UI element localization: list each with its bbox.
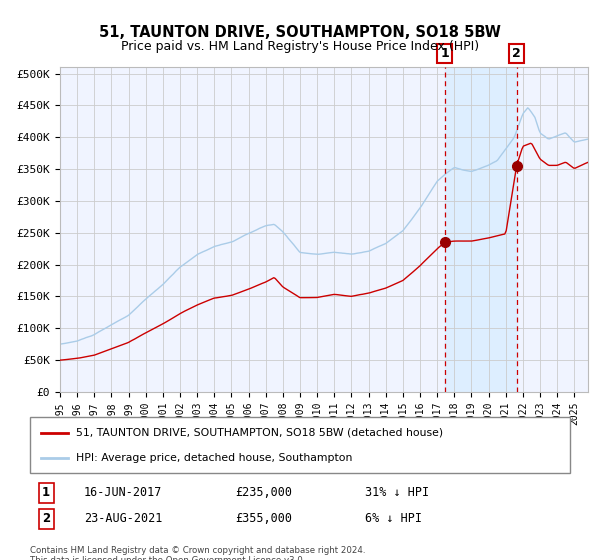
Text: 16-JUN-2017: 16-JUN-2017 (84, 487, 163, 500)
Text: 31% ↓ HPI: 31% ↓ HPI (365, 487, 429, 500)
Text: Price paid vs. HM Land Registry's House Price Index (HPI): Price paid vs. HM Land Registry's House … (121, 40, 479, 53)
Text: 23-AUG-2021: 23-AUG-2021 (84, 512, 163, 525)
Text: £235,000: £235,000 (235, 487, 292, 500)
Text: Contains HM Land Registry data © Crown copyright and database right 2024.
This d: Contains HM Land Registry data © Crown c… (30, 546, 365, 560)
FancyBboxPatch shape (30, 417, 570, 473)
Text: 1: 1 (440, 47, 449, 60)
Text: 6% ↓ HPI: 6% ↓ HPI (365, 512, 422, 525)
Text: 1: 1 (42, 487, 50, 500)
Text: 51, TAUNTON DRIVE, SOUTHAMPTON, SO18 5BW (detached house): 51, TAUNTON DRIVE, SOUTHAMPTON, SO18 5BW… (76, 428, 443, 438)
Text: HPI: Average price, detached house, Southampton: HPI: Average price, detached house, Sout… (76, 452, 352, 463)
Text: 2: 2 (512, 47, 521, 60)
Bar (445, 67, 517, 392)
Text: 2: 2 (42, 512, 50, 525)
Text: 51, TAUNTON DRIVE, SOUTHAMPTON, SO18 5BW: 51, TAUNTON DRIVE, SOUTHAMPTON, SO18 5BW (99, 25, 501, 40)
Text: £355,000: £355,000 (235, 512, 292, 525)
